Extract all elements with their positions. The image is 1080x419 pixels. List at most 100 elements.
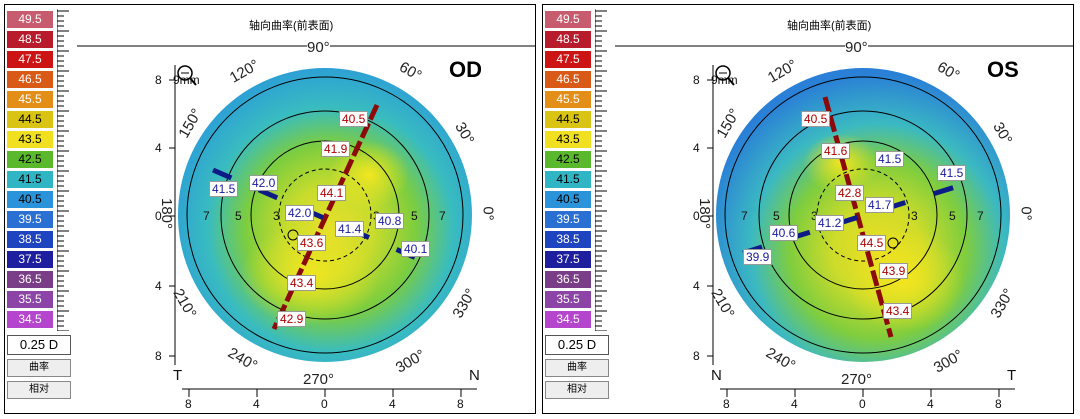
reference-button[interactable]: 相对 bbox=[545, 381, 609, 399]
legend-swatch: 45.5 bbox=[7, 91, 53, 108]
od-eye-label: OD bbox=[449, 57, 482, 82]
legend-swatch: 41.5 bbox=[545, 171, 591, 188]
od-steep-value: 43.6 bbox=[297, 235, 327, 251]
od-y-tick: 4 bbox=[155, 279, 162, 293]
os-x-tick: 4 bbox=[791, 397, 798, 411]
legend-swatch: 44.5 bbox=[7, 111, 53, 128]
legend-swatch: 36.5 bbox=[545, 271, 591, 288]
os-zoom-label[interactable]: 9mm bbox=[711, 73, 738, 87]
legend-swatch: 48.5 bbox=[545, 31, 591, 48]
reference-button[interactable]: 相对 bbox=[7, 381, 71, 399]
steep-meridian bbox=[271, 103, 380, 331]
od-y-tick: 4 bbox=[155, 141, 162, 155]
od-flat-value: 40.1 bbox=[401, 241, 431, 257]
topography-map: 轴向曲率(前表面) 9mm OS 90° 270° 120° 60° 150° … bbox=[615, 5, 1073, 413]
topography-map: 轴向曲率(前表面) 9mm OD 90° 270° 120° 60° 150° … bbox=[77, 5, 535, 413]
os-cornea-map bbox=[716, 68, 1010, 362]
legend-swatch: 49.5 bbox=[7, 11, 53, 28]
os-y-tick: 4 bbox=[693, 141, 700, 155]
od-ring-label: 7 bbox=[203, 209, 210, 223]
od-ring-label: 5 bbox=[235, 209, 242, 223]
os-ring-label: 7 bbox=[977, 209, 984, 223]
legend-swatch: 35.5 bbox=[545, 291, 591, 308]
legend-swatch: 35.5 bbox=[7, 291, 53, 308]
od-flat-value: 40.8 bbox=[375, 213, 405, 229]
legend-swatch: 48.5 bbox=[7, 31, 53, 48]
os-ring-label: 7 bbox=[741, 209, 748, 223]
mode-button[interactable]: 曲率 bbox=[545, 359, 609, 377]
os-flat-value: 39.9 bbox=[743, 249, 773, 265]
od-x-tick: 0 bbox=[321, 397, 328, 411]
os-steep-value: 40.5 bbox=[801, 111, 831, 127]
od-flat-value: 42.0 bbox=[285, 205, 315, 221]
od-steep-value: 44.1 bbox=[317, 185, 347, 201]
legend-swatch: 46.5 bbox=[545, 71, 591, 88]
od-x-tick: 8 bbox=[457, 397, 464, 411]
od-steep-value: 40.5 bbox=[339, 111, 369, 127]
legend-swatch: 43.5 bbox=[7, 131, 53, 148]
os-y-tick: 8 bbox=[693, 73, 700, 87]
od-steep-value: 43.4 bbox=[287, 275, 317, 291]
od-temporal-label: T bbox=[173, 367, 183, 384]
os-flat-value: 41.5 bbox=[937, 165, 967, 181]
od-flat-value: 41.5 bbox=[209, 181, 239, 197]
scale-ticks-svg bbox=[56, 9, 69, 332]
color-scale-legend: 49.5 48.5 47.5 46.5 45.5 44.5 43.5 42.5 … bbox=[543, 5, 615, 413]
step-size-label[interactable]: 0.25 D bbox=[545, 335, 609, 355]
legend-swatch: 46.5 bbox=[7, 71, 53, 88]
legend-swatch: 42.5 bbox=[7, 151, 53, 168]
os-ring-label: 3 bbox=[811, 209, 818, 223]
os-temporal-label: T bbox=[1007, 367, 1017, 384]
scale-ticks bbox=[56, 9, 71, 332]
os-steep-value: 41.6 bbox=[821, 143, 851, 159]
od-ring-label: 5 bbox=[411, 209, 418, 223]
od-x-tick: 4 bbox=[253, 397, 260, 411]
os-steep-value: 43.4 bbox=[883, 303, 913, 319]
legend-swatch: 38.5 bbox=[7, 231, 53, 248]
legend-swatch: 34.5 bbox=[545, 311, 591, 328]
os-angle-90: 90° bbox=[845, 39, 868, 56]
od-flat-value: 41.4 bbox=[335, 221, 365, 237]
od-x-tick: 8 bbox=[185, 397, 192, 411]
od-map-title: 轴向曲率(前表面) bbox=[249, 20, 334, 32]
os-x-tick: 8 bbox=[723, 397, 730, 411]
legend-swatch: 37.5 bbox=[7, 251, 53, 268]
legend-swatch: 37.5 bbox=[545, 251, 591, 268]
legend-swatch: 47.5 bbox=[7, 51, 53, 68]
od-y-tick: 8 bbox=[155, 349, 162, 363]
color-scale-legend: 49.5 48.5 47.5 46.5 45.5 44.5 43.5 42.5 … bbox=[5, 5, 77, 413]
od-steep-value: 41.9 bbox=[321, 141, 351, 157]
od-angle-270: 270° bbox=[303, 371, 335, 388]
flat-meridian bbox=[212, 167, 438, 270]
od-panel: 49.5 48.5 47.5 46.5 45.5 44.5 43.5 42.5 … bbox=[4, 4, 536, 414]
legend-swatch: 40.5 bbox=[7, 191, 53, 208]
os-flat-value: 41.2 bbox=[815, 215, 845, 231]
flat-meridian bbox=[742, 176, 982, 256]
mode-button[interactable]: 曲率 bbox=[7, 359, 71, 377]
os-y-tick: 8 bbox=[693, 349, 700, 363]
od-y-tick: 8 bbox=[155, 73, 162, 87]
os-eye-label: OS bbox=[987, 57, 1019, 82]
od-zoom-label[interactable]: 9mm bbox=[173, 73, 200, 87]
steep-meridian bbox=[822, 96, 894, 338]
legend-swatch: 38.5 bbox=[545, 231, 591, 248]
os-flat-value: 41.7 bbox=[865, 197, 895, 213]
os-map-title: 轴向曲率(前表面) bbox=[787, 20, 872, 32]
os-y-tick: 4 bbox=[693, 279, 700, 293]
os-x-tick: 4 bbox=[927, 397, 934, 411]
legend-swatch: 45.5 bbox=[545, 91, 591, 108]
os-flat-value: 40.6 bbox=[769, 225, 799, 241]
os-steep-value: 44.5 bbox=[857, 235, 887, 251]
legend-swatch: 40.5 bbox=[545, 191, 591, 208]
legend-swatch: 47.5 bbox=[545, 51, 591, 68]
legend-swatch: 39.5 bbox=[545, 211, 591, 228]
os-nasal-label: N bbox=[711, 367, 722, 384]
step-size-label[interactable]: 0.25 D bbox=[7, 335, 71, 355]
od-angle-90: 90° bbox=[307, 39, 330, 56]
os-ring-label: 3 bbox=[911, 209, 918, 223]
od-ring-label: 3 bbox=[273, 209, 280, 223]
os-angle-270: 270° bbox=[841, 371, 873, 388]
os-map-svg bbox=[615, 45, 1073, 397]
os-steep-value: 42.8 bbox=[835, 185, 865, 201]
od-steep-value: 42.9 bbox=[277, 311, 307, 327]
